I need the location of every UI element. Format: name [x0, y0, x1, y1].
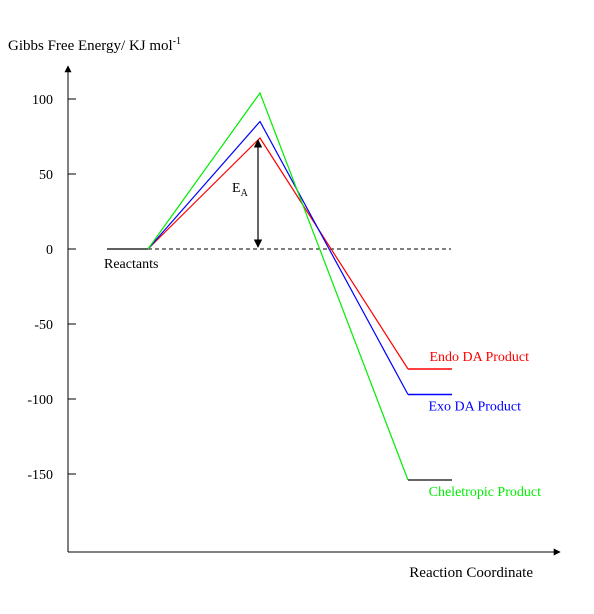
y-tick-label: 50 [39, 168, 53, 183]
exo-da-product-label: Exo DA Product [428, 400, 521, 415]
energy-series: Endo DA Product Exo DA Product Cheletropic… [147, 91, 541, 500]
y-tick-label: 0 [46, 243, 53, 258]
y-tick-label: 100 [32, 93, 53, 108]
y-tick-label: -100 [27, 393, 53, 408]
endo-da-product-profile-line [147, 137, 409, 370]
reactants-label: Reactants [104, 257, 158, 272]
y-tick-label: -50 [34, 318, 53, 333]
cheletropic-product-profile-line [147, 91, 409, 481]
endo-da-product-label: Endo DA Product [429, 350, 529, 365]
x-axis-label: Reaction Coordinate [409, 565, 533, 581]
y-tick-label: -150 [27, 468, 53, 483]
y-ticks: 100 50 0 -50 -100 -150 [27, 93, 76, 483]
activation-energy-label: EA [232, 181, 249, 199]
cheletropic-product-label: Cheletropic Product [429, 485, 541, 500]
exo-da-product-profile-line [147, 120, 409, 395]
y-axis-label: Gibbs Free Energy/ KJ mol-1 [8, 36, 181, 54]
